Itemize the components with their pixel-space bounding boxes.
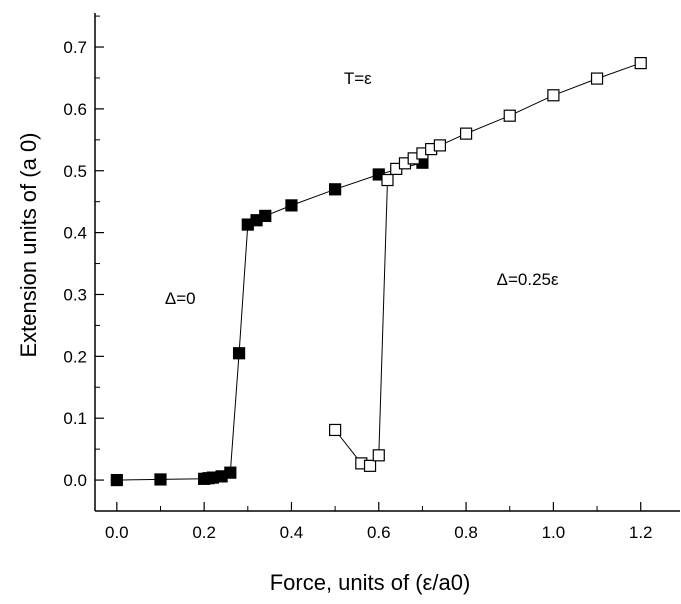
x-tick-label: 0.0 xyxy=(105,523,129,542)
open-square-point xyxy=(372,449,385,462)
open-square-point xyxy=(503,109,516,122)
y-tick-label: 0.6 xyxy=(63,100,87,119)
y-axis-ticks: 0.0 0.1 0.2 0.3 0.4 0.5 0.6 0.7 xyxy=(63,15,104,512)
x-tick-label: 0.2 xyxy=(192,523,216,542)
annotation-label: T=ε xyxy=(344,69,372,88)
y-tick-label: 0.4 xyxy=(63,224,87,243)
open-square-point xyxy=(634,57,647,70)
y-tick-label: 0.5 xyxy=(63,162,87,181)
open-square-point xyxy=(329,423,342,437)
annotations: T=ε Δ=0 Δ=0.25ε xyxy=(165,69,559,308)
y-tick-label: 0.2 xyxy=(63,347,87,366)
series-lines xyxy=(116,62,641,481)
open-square-point xyxy=(590,72,604,85)
y-tick-label: 0.3 xyxy=(63,285,87,304)
y-tick-label: 0.0 xyxy=(63,471,87,490)
x-tick-label: 1.0 xyxy=(542,523,566,542)
x-tick-label: 0.8 xyxy=(454,523,478,542)
open-square-point xyxy=(459,127,473,140)
y-axis-title: Extension units of (a 0) xyxy=(16,132,41,357)
filled-square-point xyxy=(110,473,123,487)
x-axis-title: Force, units of (ε/a0) xyxy=(270,570,471,595)
filled-square-point xyxy=(259,209,272,223)
y-tick-label: 0.7 xyxy=(63,38,87,57)
filled-square-point xyxy=(224,466,237,479)
filled-square-point xyxy=(232,347,246,360)
series-points xyxy=(110,57,647,487)
x-tick-label: 0.4 xyxy=(280,523,304,542)
x-axis-ticks: 0.0 0.2 0.4 0.6 0.8 1.0 1.2 xyxy=(105,502,653,542)
open-square-point xyxy=(363,459,377,472)
open-square-point xyxy=(381,173,394,187)
annotation-label: Δ=0.25ε xyxy=(497,270,559,289)
open-square-point xyxy=(547,89,560,102)
series-line-1 xyxy=(334,62,641,467)
filled-square-point xyxy=(285,199,298,212)
x-tick-label: 0.6 xyxy=(367,523,391,542)
y-tick-label: 0.1 xyxy=(63,409,87,428)
filled-square-point xyxy=(154,473,167,486)
open-square-point xyxy=(433,139,446,152)
filled-square-point xyxy=(329,183,342,196)
annotation-label: Δ=0 xyxy=(165,289,196,308)
axes-frame xyxy=(94,13,680,512)
x-tick-label: 1.2 xyxy=(629,523,653,542)
